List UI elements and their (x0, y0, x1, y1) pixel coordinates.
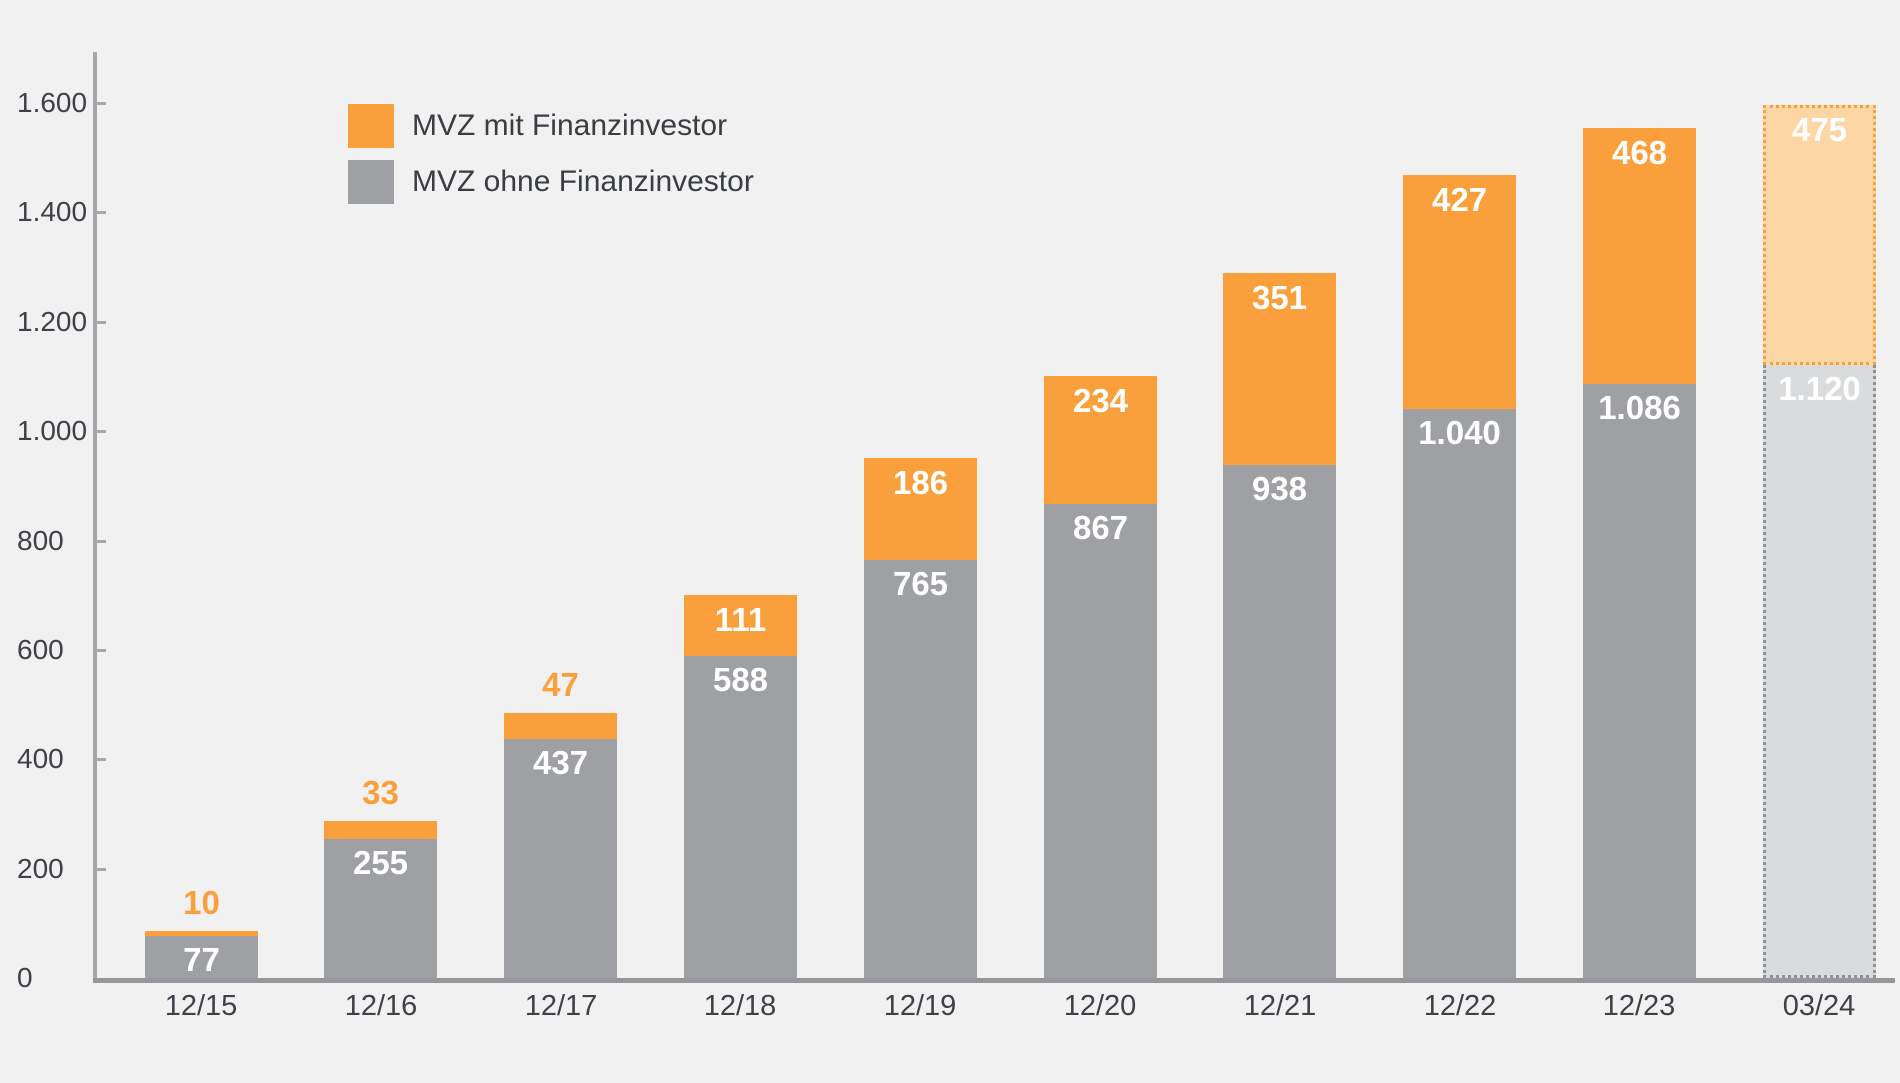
y-tick-mark (97, 649, 106, 652)
bar-segment-ohne-finanzinvestor (864, 560, 977, 978)
bar-segment-ohne-finanzinvestor (1223, 465, 1336, 978)
bar-group: 47 437 (504, 668, 617, 978)
y-tick-label: 1.000 (17, 415, 88, 446)
bar-value-mit: 33 (362, 774, 399, 811)
bar-segment-mit-finanzinvestor (1763, 105, 1876, 365)
x-tick-label: 12/16 (344, 990, 418, 1022)
bar-value-ohne: 938 (1251, 470, 1308, 507)
bar-segment-mit-finanzinvestor (1223, 273, 1336, 465)
bar-group: 10 77 (145, 886, 258, 978)
bar-group: 468 1.086 (1583, 128, 1696, 978)
bar-value-ohne: 255 (352, 844, 409, 881)
bar-segment-ohne-finanzinvestor (1583, 384, 1696, 978)
bar-group: 33 255 (324, 776, 437, 978)
bar-segment-ohne-finanzinvestor (1044, 504, 1157, 978)
legend-swatch-orange (348, 104, 394, 148)
bar-group: 351 938 (1223, 273, 1336, 978)
bar-value-ohne: 867 (1072, 509, 1129, 546)
x-tick-label: 12/20 (1063, 990, 1137, 1022)
y-tick-mark (97, 758, 106, 761)
y-tick-label: 600 (17, 634, 64, 665)
bar-value-ohne: 1.086 (1598, 389, 1681, 426)
bar-segment-mit-finanzinvestor (1044, 376, 1157, 504)
x-tick-label: 03/24 (1782, 990, 1856, 1022)
bar-group: 234 867 (1044, 376, 1157, 978)
bar-value-ohne: 437 (532, 744, 589, 781)
y-tick-mark (97, 430, 106, 433)
y-tick-mark (97, 868, 106, 871)
bar-segment-mit-finanzinvestor (145, 931, 258, 936)
legend-item-mit-finanzinvestor: MVZ mit Finanzinvestor (348, 104, 754, 148)
legend-swatch-gray (348, 160, 394, 204)
x-tick-label: 12/21 (1243, 990, 1317, 1022)
y-tick-label: 1.600 (17, 87, 88, 118)
y-tick-mark (97, 540, 106, 543)
bar-segment-mit-finanzinvestor (684, 595, 797, 656)
bar-segment-mit-finanzinvestor (1583, 128, 1696, 384)
bar-value-mit: 234 (1072, 382, 1129, 419)
bar-segment-ohne-finanzinvestor (684, 656, 797, 978)
x-tick-label: 12/22 (1423, 990, 1497, 1022)
bar-value-mit: 351 (1251, 279, 1308, 316)
y-tick-mark (97, 211, 106, 214)
bar-value-mit: 111 (714, 601, 767, 638)
legend-label: MVZ ohne Finanzinvestor (412, 165, 754, 198)
x-tick-label: 12/18 (703, 990, 777, 1022)
bar-value-mit: 468 (1611, 134, 1668, 171)
y-tick-label: 800 (17, 525, 64, 556)
bar-segment-mit-finanzinvestor (864, 458, 977, 560)
y-tick-label: 200 (17, 853, 64, 884)
bar-segment-mit-finanzinvestor (1403, 175, 1516, 409)
y-tick-label: 1.400 (17, 196, 88, 227)
bar-value-ohne: 1.120 (1778, 370, 1861, 407)
x-tick-label: 12/19 (883, 990, 957, 1022)
y-tick-label: 400 (17, 743, 64, 774)
legend-item-ohne-finanzinvestor: MVZ ohne Finanzinvestor (348, 160, 754, 204)
bar-value-mit: 427 (1431, 181, 1488, 218)
bar-segment-mit-finanzinvestor (504, 713, 617, 739)
bar-segment-ohne-finanzinvestor (504, 739, 617, 978)
y-tick-label: 1.200 (17, 306, 88, 337)
bar-value-ohne: 765 (892, 565, 949, 602)
bar-value-ohne: 77 (183, 941, 220, 978)
bar-group: 475 1.120 (1763, 105, 1876, 978)
bar-value-mit: 10 (183, 884, 220, 921)
bar-group: 111 588 (684, 595, 797, 978)
bar-segment-ohne-finanzinvestor (1403, 409, 1516, 978)
y-tick-mark (97, 102, 106, 105)
x-tick-label: 12/17 (524, 990, 598, 1022)
bar-segment-ohne-finanzinvestor (324, 839, 437, 978)
bar-value-mit: 475 (1791, 111, 1848, 148)
bar-segment-ohne-finanzinvestor (1763, 365, 1876, 978)
bar-value-ohne: 1.040 (1418, 414, 1501, 451)
bar-value-mit: 186 (892, 464, 949, 501)
bar-group: 427 1.040 (1403, 175, 1516, 978)
x-tick-label: 12/15 (164, 990, 238, 1022)
y-tick-mark (97, 321, 106, 324)
y-tick-label: 0 (17, 962, 33, 993)
bar-segment-mit-finanzinvestor (324, 821, 437, 839)
x-tick-label: 12/23 (1602, 990, 1676, 1022)
x-axis-line (93, 978, 1895, 983)
bar-segment-ohne-finanzinvestor (145, 936, 258, 978)
bar-value-mit: 47 (542, 666, 579, 703)
legend: MVZ mit Finanzinvestor MVZ ohne Finanzin… (348, 104, 754, 216)
y-axis-line (93, 52, 97, 982)
bar-group: 186 765 (864, 458, 977, 978)
bar-value-ohne: 588 (712, 661, 769, 698)
legend-label: MVZ mit Finanzinvestor (412, 109, 728, 142)
